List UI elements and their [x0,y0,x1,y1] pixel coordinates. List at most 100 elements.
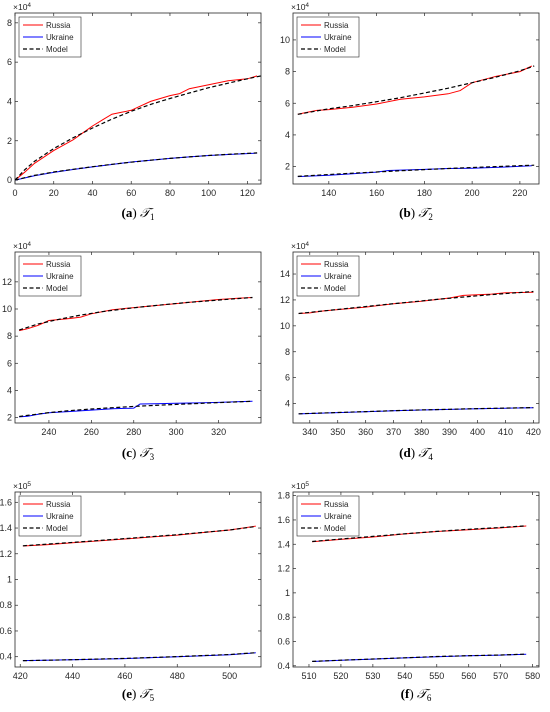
x-tick-label: 320 [211,427,226,437]
y-tick-label: 1.4 [0,523,12,533]
y-tick-label: 12 [2,277,12,287]
x-tick-label: 200 [465,188,480,198]
x-tick-label: 550 [429,671,444,681]
legend-label-ukraine: Ukraine [324,272,352,281]
x-tick-label: 510 [301,671,316,681]
panel-caption: (c) 𝒯3 [122,445,155,462]
panel-caption: (f) 𝒯6 [401,686,432,703]
panel-caption: (b) 𝒯2 [399,205,433,222]
legend-label-ukraine: Ukraine [324,33,352,42]
panel-caption: (a) 𝒯1 [122,205,155,222]
y-tick-label: 1.8 [277,491,290,501]
series-line-model [19,296,253,331]
legend-label-russia: Russia [324,260,349,269]
legend-label-ukraine: Ukraine [324,512,352,521]
y-exponent-label: ×104 [291,241,309,251]
legend-label-model: Model [324,284,346,293]
x-tick-label: 420 [13,671,28,681]
y-tick-label: 6 [285,98,290,108]
x-tick-label: 380 [414,427,429,437]
y-tick-label: 1.6 [0,497,12,507]
series-line-model [15,75,261,181]
chart-panel-6: 510 520 530 540 550 560 570 580 0.4 0.6 0.8 1 1.2 1.4… [277,481,540,703]
y-tick-label: 6 [285,373,290,383]
y-tick-label: 1.2 [0,549,12,559]
x-tick-label: 80 [165,188,175,198]
legend-label-model: Model [46,524,68,533]
x-tick-label: 480 [170,671,185,681]
chart-panel-3: 240 260 280 300 320 2 4 6 8 10 12 ×104 Russia Ukraine… [2,241,262,462]
x-tick-label: 400 [470,427,485,437]
y-tick-label: 6 [7,358,12,368]
y-tick-label: 2 [7,413,12,423]
y-tick-label: 8 [285,67,290,77]
x-tick-label: 350 [330,427,345,437]
y-tick-label: 4 [285,399,290,409]
y-tick-label: 4 [285,130,290,140]
x-tick-label: 530 [365,671,380,681]
x-tick-label: 560 [461,671,476,681]
legend-label-russia: Russia [46,260,71,269]
y-tick-label: 1.6 [277,515,290,525]
y-tick-label: 0.6 [0,626,12,636]
x-tick-label: 370 [386,427,401,437]
x-tick-label: 180 [417,188,432,198]
y-tick-label: 0.8 [277,612,290,622]
y-tick-label: 6 [7,57,12,67]
x-tick-label: 500 [222,671,237,681]
series-line-model [298,407,534,415]
y-tick-label: 10 [2,304,12,314]
y-exponent-label: ×104 [291,2,309,12]
legend [18,495,82,537]
x-tick-label: 420 [526,427,541,437]
series-line-russia [22,525,256,547]
x-tick-label: 260 [84,427,99,437]
x-tick-label: 140 [321,188,336,198]
y-tick-label: 2 [285,162,290,172]
x-tick-label: 60 [126,188,136,198]
y-tick-label: 0 [7,175,12,185]
y-tick-label: 1 [285,588,290,598]
x-tick-label: 570 [493,671,508,681]
legend-label-ukraine: Ukraine [46,33,74,42]
y-tick-label: 0.4 [0,652,12,662]
legend-label-russia: Russia [46,21,71,30]
x-tick-label: 120 [240,188,255,198]
legend-label-russia: Russia [46,500,71,509]
y-tick-label: 8 [285,347,290,357]
x-tick-label: 160 [369,188,384,198]
y-tick-label: 1.2 [277,564,290,574]
y-tick-label: 14 [280,269,290,279]
y-tick-label: 1 [7,575,12,585]
x-tick-label: 340 [302,427,317,437]
series-line-model [19,400,253,418]
legend-label-ukraine: Ukraine [46,512,74,521]
x-tick-label: 440 [65,671,80,681]
series-line-model [22,525,256,547]
x-tick-label: 300 [169,427,184,437]
legend-label-model: Model [324,45,346,54]
legend-label-model: Model [46,284,68,293]
series-line-model [297,65,535,115]
series-line-model [312,653,527,662]
panel-caption: (d) 𝒯4 [399,445,433,462]
x-tick-label: 390 [442,427,457,437]
y-exponent-label: ×104 [13,241,31,251]
chart-panel-1: 0 20 40 60 80 100 120 0 2 4 6 8×104 Russia Ukraine Mod… [7,2,262,222]
y-tick-label: 4 [7,385,12,395]
x-tick-label: 520 [333,671,348,681]
x-tick-label: 40 [87,188,97,198]
x-tick-label: 240 [41,427,56,437]
y-tick-label: 8 [7,18,12,28]
y-tick-label: 1.4 [277,539,290,549]
series-line-model [22,652,256,662]
x-tick-label: 540 [397,671,412,681]
x-tick-label: 410 [498,427,513,437]
series-line-model [312,525,527,543]
panel-caption: (e) 𝒯5 [122,686,155,703]
legend-label-ukraine: Ukraine [46,272,74,281]
legend-label-model: Model [324,524,346,533]
series-line-russia [15,75,258,181]
legend-label-russia: Russia [324,500,349,509]
